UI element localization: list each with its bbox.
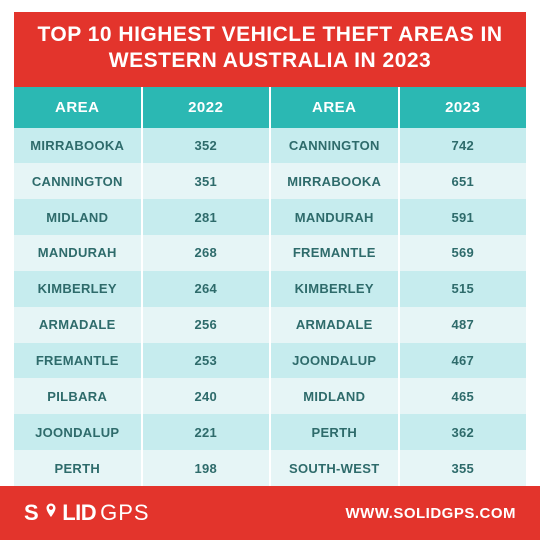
table-row: CANNINGTON351MIRRABOOKA651 <box>14 163 526 199</box>
table-cell: MIRRABOOKA <box>14 128 141 164</box>
table-cell: ARMADALE <box>14 307 141 343</box>
table-cell: 253 <box>141 343 270 379</box>
table-cell: JOONDALUP <box>269 343 398 379</box>
col-header-2023: 2023 <box>398 87 527 128</box>
table-cell: CANNINGTON <box>14 163 141 199</box>
table-cell: SOUTH-WEST <box>269 450 398 486</box>
footer-bar: S LID GPS WWW.SOLIDGPS.COM <box>0 486 540 540</box>
table-row: PERTH198SOUTH-WEST355 <box>14 450 526 486</box>
table-cell: PILBARA <box>14 378 141 414</box>
table-cell: 198 <box>141 450 270 486</box>
table-cell: MIDLAND <box>269 378 398 414</box>
table-cell: KIMBERLEY <box>269 271 398 307</box>
table-cell: 465 <box>398 378 527 414</box>
table-cell: PERTH <box>14 450 141 486</box>
table-cell: 352 <box>141 128 270 164</box>
table-cell: 651 <box>398 163 527 199</box>
table-body: MIRRABOOKA352CANNINGTON742CANNINGTON351M… <box>14 128 526 487</box>
logo-text-gps: GPS <box>100 500 149 526</box>
table-cell: 487 <box>398 307 527 343</box>
table-row: MIRRABOOKA352CANNINGTON742 <box>14 128 526 164</box>
table-cell: MIRRABOOKA <box>269 163 398 199</box>
footer-url: WWW.SOLIDGPS.COM <box>346 505 517 522</box>
table-row: KIMBERLEY264KIMBERLEY515 <box>14 271 526 307</box>
table-cell: MANDURAH <box>14 235 141 271</box>
table-cell: 355 <box>398 450 527 486</box>
table-cell: FREMANTLE <box>14 343 141 379</box>
table-header-row: AREA 2022 AREA 2023 <box>14 87 526 128</box>
table-cell: 256 <box>141 307 270 343</box>
table-cell: 742 <box>398 128 527 164</box>
table-row: JOONDALUP221PERTH362 <box>14 414 526 450</box>
col-header-area-2022: AREA <box>14 87 141 128</box>
table-cell: MIDLAND <box>14 199 141 235</box>
table-row: PILBARA240MIDLAND465 <box>14 378 526 414</box>
table-cell: ARMADALE <box>269 307 398 343</box>
table-row: ARMADALE256ARMADALE487 <box>14 307 526 343</box>
col-header-area-2023: AREA <box>269 87 398 128</box>
table-cell: 591 <box>398 199 527 235</box>
table-row: MIDLAND281MANDURAH591 <box>14 199 526 235</box>
table-cell: 264 <box>141 271 270 307</box>
table-cell: 221 <box>141 414 270 450</box>
table-cell: 515 <box>398 271 527 307</box>
table-cell: PERTH <box>269 414 398 450</box>
table-cell: 281 <box>141 199 270 235</box>
logo-text-lid: LID <box>62 500 96 526</box>
table-cell: 268 <box>141 235 270 271</box>
logo-text-s: S <box>24 500 38 526</box>
table-cell: 351 <box>141 163 270 199</box>
table-cell: 569 <box>398 235 527 271</box>
table-row: MANDURAH268FREMANTLE569 <box>14 235 526 271</box>
table-cell: KIMBERLEY <box>14 271 141 307</box>
map-pin-icon <box>42 502 60 520</box>
page-title: TOP 10 HIGHEST VEHICLE THEFT AREAS IN WE… <box>14 12 526 87</box>
table-cell: JOONDALUP <box>14 414 141 450</box>
infographic-container: TOP 10 HIGHEST VEHICLE THEFT AREAS IN WE… <box>0 0 540 540</box>
table-cell: 467 <box>398 343 527 379</box>
table-cell: CANNINGTON <box>269 128 398 164</box>
data-table: AREA 2022 AREA 2023 MIRRABOOKA352CANNING… <box>14 87 526 487</box>
table-cell: 240 <box>141 378 270 414</box>
col-header-2022: 2022 <box>141 87 270 128</box>
table-row: FREMANTLE253JOONDALUP467 <box>14 343 526 379</box>
table-cell: 362 <box>398 414 527 450</box>
brand-logo: S LID GPS <box>24 500 150 526</box>
table-cell: MANDURAH <box>269 199 398 235</box>
table-cell: FREMANTLE <box>269 235 398 271</box>
